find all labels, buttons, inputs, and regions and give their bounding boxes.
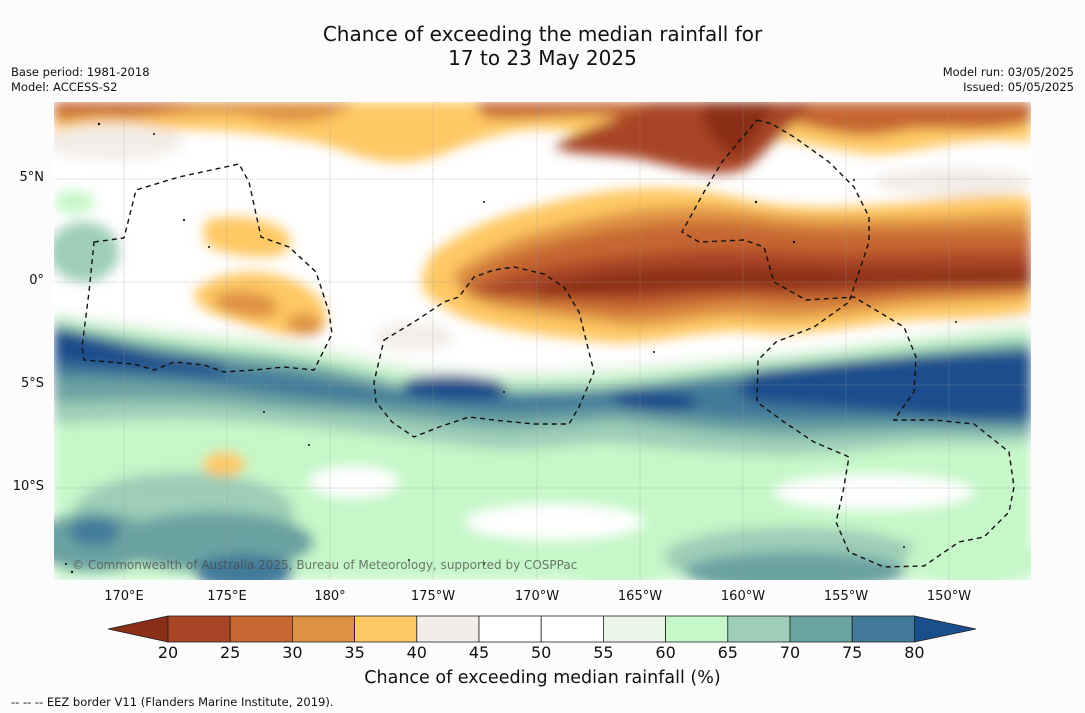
colorbar-tick-label: 40 (406, 643, 427, 662)
colorbar-segment (851, 615, 915, 643)
colorbar-label: Chance of exceeding median rainfall (%) (364, 668, 721, 688)
colorbar-tick-label: 50 (531, 643, 552, 662)
colorbar-segment (602, 615, 666, 643)
eez-legend-note: -- -- -- EEZ border V11 (Flanders Marine… (11, 695, 334, 709)
colorbar-segment (229, 615, 293, 643)
colorbar-tick-label: 30 (282, 643, 303, 662)
lon-label-160w: 160°W (720, 589, 766, 604)
copyright-credit: © Commonwealth of Australia 2025, Bureau… (72, 558, 578, 572)
lon-label-180: 180° (314, 589, 346, 604)
colorbar-segment (167, 615, 231, 643)
colorbar-tick-label: 75 (842, 643, 863, 662)
colorbar-extend-low (108, 615, 169, 643)
lon-label-165w: 165°W (617, 589, 663, 604)
lat-label-5s: 5°S (20, 376, 44, 391)
colorbar-segment (789, 615, 853, 643)
eez-borders (81, 119, 1015, 568)
colorbar-tick-label: 35 (344, 643, 365, 662)
map-gridlines (54, 102, 1031, 580)
lon-label-170e: 170°E (104, 589, 144, 604)
metadata-left: Base period: 1981-2018 Model: ACCESS-S2 (11, 65, 150, 95)
lon-label-170w: 170°W (514, 589, 560, 604)
base-period: Base period: 1981-2018 (11, 65, 150, 79)
colorbar-segment (727, 615, 791, 643)
colorbar-tick-label: 65 (717, 643, 738, 662)
model-name: Model: ACCESS-S2 (11, 80, 118, 94)
lat-label-10s: 10°S (12, 479, 44, 494)
lat-label-5n: 5°N (19, 170, 45, 185)
lon-label-155w: 155°W (823, 589, 869, 604)
metadata-right: Model run: 03/05/2025 Issued: 05/05/2025 (943, 65, 1074, 95)
colorbar-tick-label: 60 (655, 643, 676, 662)
colorbar-segment (291, 615, 355, 643)
colorbar-segment (354, 615, 418, 643)
colorbar-segment (478, 615, 542, 643)
model-run-date: Model run: 03/05/2025 (942, 65, 1074, 79)
colorbar-tick-label: 25 (220, 643, 241, 662)
map-title-line2: 17 to 23 May 2025 (448, 46, 637, 70)
issued-date: Issued: 05/05/2025 (963, 80, 1074, 94)
colorbar-tick-label: 70 (779, 643, 801, 662)
lon-label-150w: 150°W (926, 589, 972, 604)
colorbar-segment (416, 615, 480, 643)
map-title-line1: Chance of exceeding the median rainfall … (322, 22, 763, 46)
lat-label-equator: 0° (29, 273, 44, 288)
lon-label-175e: 175°E (207, 589, 247, 604)
rainfall-probability-map (54, 102, 1031, 580)
colorbar-tick-label: 80 (904, 643, 925, 662)
colorbar-segment (665, 615, 729, 643)
coastline-islands (65, 122, 957, 574)
colorbar-extend-high (914, 615, 977, 643)
colorbar-tick-label: 55 (593, 643, 614, 662)
lon-label-175w: 175°W (410, 589, 456, 604)
probability-field (54, 102, 1031, 580)
colorbar-tick-label: 45 (468, 643, 490, 662)
colorbar-tick-label: 20 (157, 643, 179, 662)
colorbar (108, 615, 977, 643)
colorbar-segment (540, 615, 604, 643)
